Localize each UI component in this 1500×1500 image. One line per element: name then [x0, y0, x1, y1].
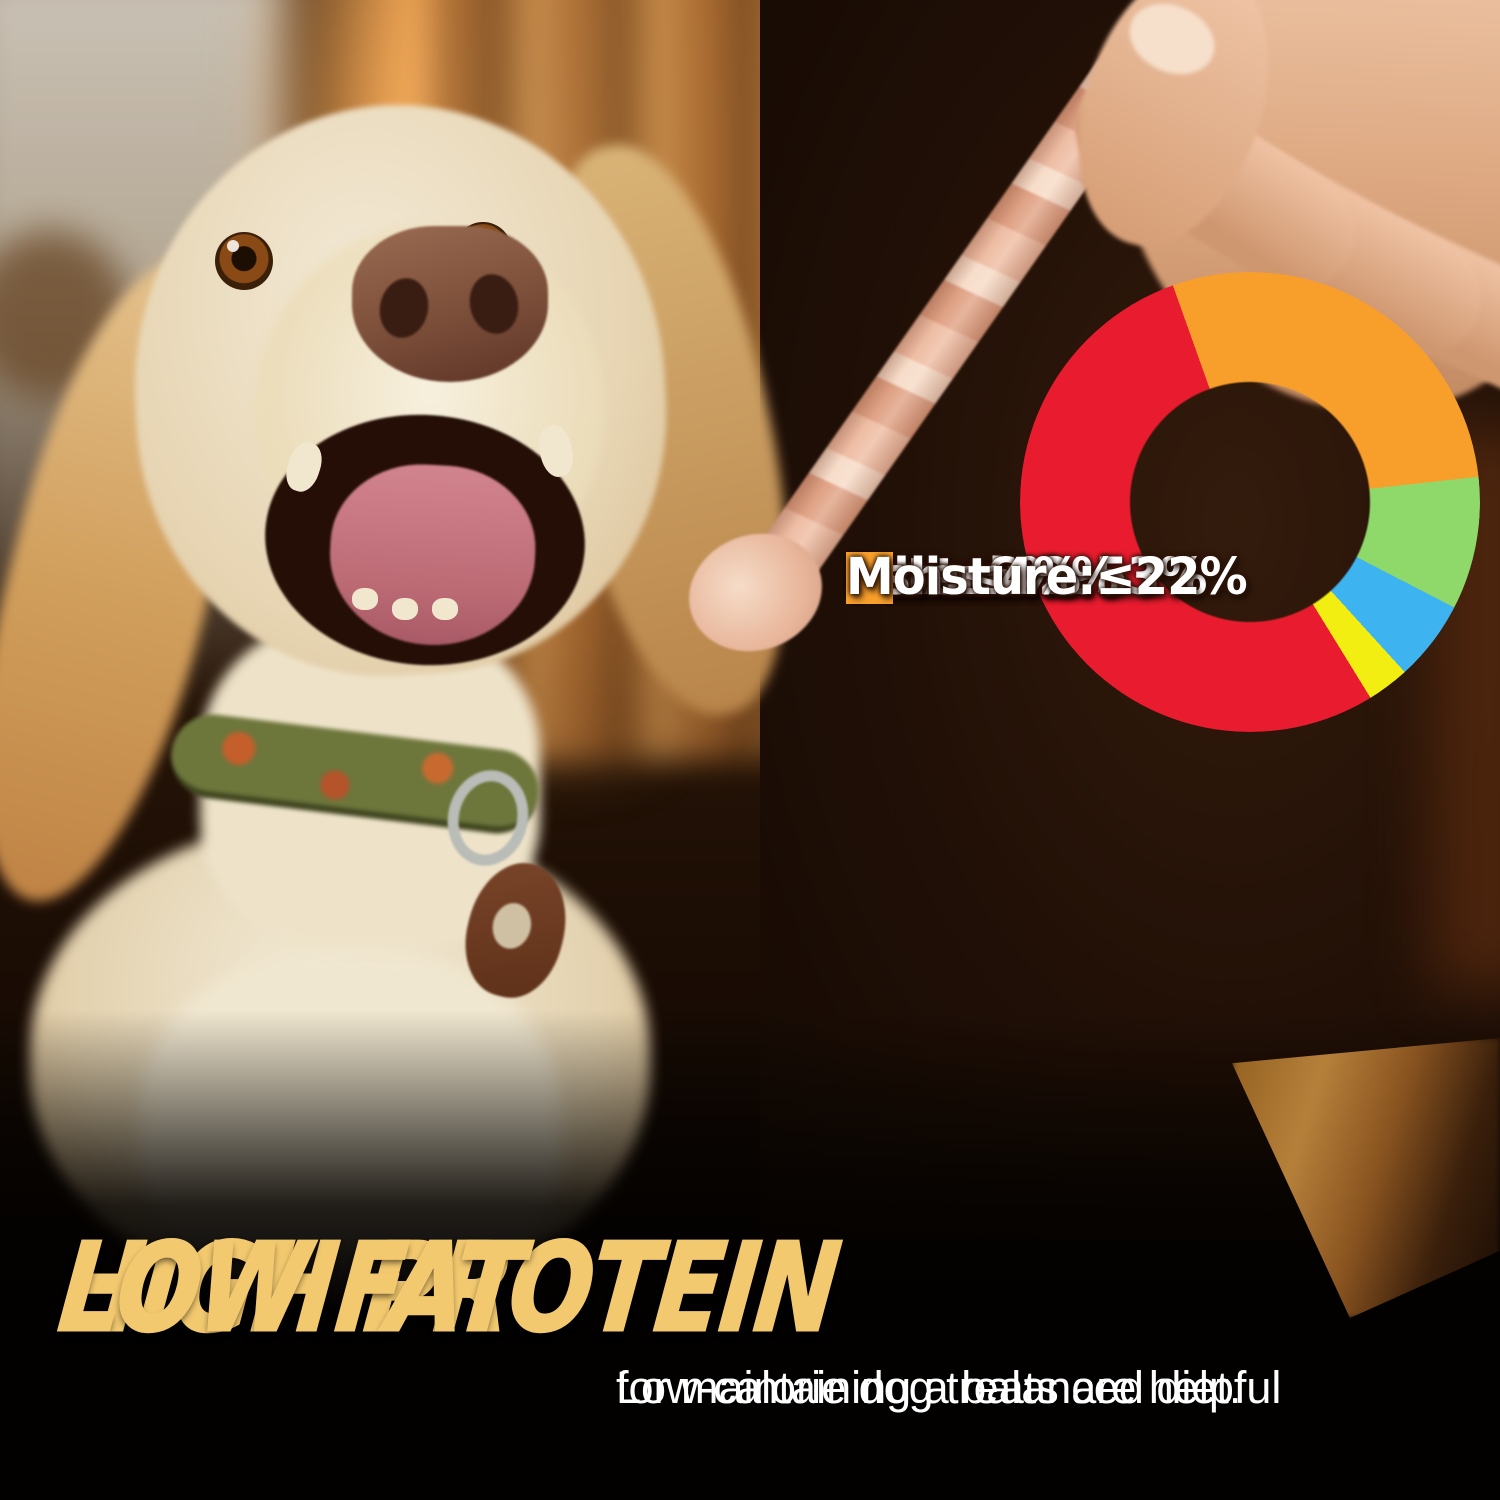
dog-nostril	[464, 269, 524, 339]
headline-line-2: LOW FAT	[52, 1216, 530, 1361]
nutrition-donut-chart	[1020, 272, 1480, 732]
dog-nostril	[374, 273, 434, 343]
legend-label: Moisture:≤22%	[846, 548, 1248, 607]
legend-color-swatch	[846, 552, 893, 604]
dog-left-eye	[215, 232, 273, 290]
legend-label: Protein:≥53%	[846, 548, 1207, 607]
dog-tooth	[352, 588, 378, 610]
caption-line-2: for maintaining a balanced diet.	[616, 1362, 1242, 1413]
dog-tooth	[392, 598, 418, 620]
dog-tooth	[432, 598, 458, 620]
dog-nose	[352, 226, 548, 382]
caption-line-1: Low-calorie dog treats are helpful	[616, 1362, 1282, 1413]
